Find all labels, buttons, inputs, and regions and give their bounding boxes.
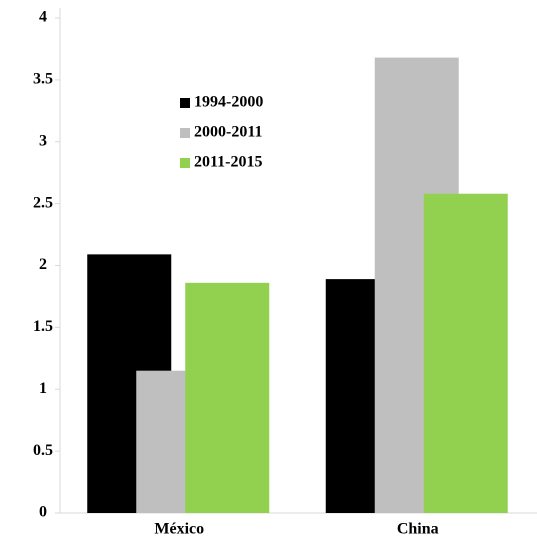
y-tick-label: 3.5 [33, 71, 53, 88]
y-tick-label: 2.5 [33, 194, 53, 211]
legend-label: 1994-2000 [194, 94, 263, 111]
legend-swatch [180, 98, 190, 108]
legend-swatch [180, 128, 190, 138]
y-tick-label: 4 [39, 9, 47, 26]
legend-label: 2011-2015 [194, 154, 262, 171]
y-tick-label: 1.5 [33, 318, 53, 335]
x-tick-label: China [397, 521, 439, 538]
legend-label: 2000-2011 [194, 124, 262, 141]
y-tick-label: 0.5 [33, 442, 53, 459]
y-tick-label: 3 [39, 132, 47, 149]
y-tick-label: 0 [39, 504, 47, 521]
y-tick-label: 1 [39, 380, 47, 397]
bar [423, 193, 508, 513]
legend-swatch [180, 158, 190, 168]
x-tick-label: México [154, 521, 204, 538]
bar [185, 282, 270, 513]
y-tick-label: 2 [39, 256, 47, 273]
